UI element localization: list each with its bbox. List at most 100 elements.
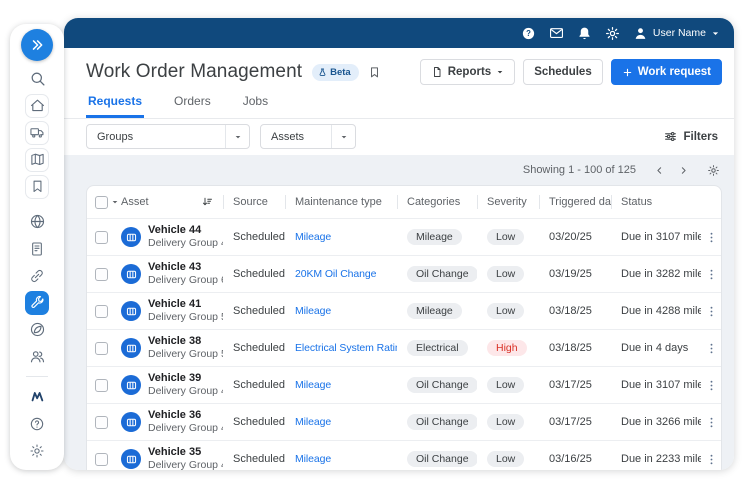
help-icon[interactable]: ?	[521, 26, 536, 41]
table-settings-icon[interactable]	[704, 161, 722, 179]
severity-badge: High	[487, 339, 527, 357]
caret-down-icon	[331, 125, 355, 148]
tab-jobs[interactable]: Jobs	[242, 94, 269, 108]
maintenance-type-cell: 20KM Oil Change	[285, 256, 397, 292]
status-cell: Due in 2233 miles	[611, 441, 701, 470]
fuel-icon[interactable]	[25, 318, 49, 342]
home-icon[interactable]	[25, 93, 49, 118]
integrations-icon[interactable]	[25, 264, 49, 288]
globe-icon[interactable]	[25, 210, 49, 234]
category-badge: Oil Change	[407, 450, 477, 468]
caret-down-icon	[497, 71, 503, 74]
table-row[interactable]: Vehicle 38 Delivery Group 5 Scheduled El…	[87, 329, 721, 366]
maintenance-type-link[interactable]: Electrical System Rating	[295, 342, 397, 354]
status-value: Due in 3107 miles	[621, 231, 701, 243]
row-checkbox[interactable]	[95, 230, 108, 244]
caret-down-icon[interactable]	[111, 198, 119, 206]
people-icon[interactable]	[25, 345, 49, 369]
reports-button[interactable]: Reports	[419, 59, 516, 85]
documents-icon[interactable]	[25, 237, 49, 261]
maintenance-icon[interactable]	[25, 290, 49, 315]
vehicles-icon[interactable]	[25, 120, 49, 145]
table-header: Asset Source Maintenance type Categories…	[87, 186, 721, 218]
row-actions-cell	[701, 367, 721, 403]
table-body: Vehicle 44 Delivery Group 4 Scheduled Mi…	[87, 218, 721, 470]
asset-group: Delivery Group 4	[148, 237, 223, 250]
triggered-date-cell: 03/19/25	[539, 256, 611, 292]
chevron-right-icon[interactable]	[674, 161, 692, 179]
triggered-date-value: 03/17/25	[549, 379, 592, 391]
search-icon[interactable]	[25, 67, 49, 91]
category-cell: Oil Change	[397, 404, 477, 440]
maintenance-type-link[interactable]: Mileage	[295, 453, 332, 465]
kebab-menu-icon[interactable]	[705, 342, 718, 355]
status-cell: Due in 3266 miles	[611, 404, 701, 440]
triggered-date-cell: 03/16/25	[539, 441, 611, 470]
column-label: Maintenance type	[295, 196, 382, 208]
sidebar-expand-button[interactable]	[21, 29, 53, 61]
row-checkbox[interactable]	[95, 267, 108, 281]
kebab-menu-icon[interactable]	[705, 231, 718, 244]
groups-dropdown[interactable]: Groups	[86, 124, 250, 149]
vehicle-icon	[121, 227, 141, 247]
row-checkbox[interactable]	[95, 415, 108, 429]
mail-icon[interactable]	[549, 26, 564, 41]
settings-icon[interactable]	[25, 439, 49, 463]
table-row[interactable]: Vehicle 41 Delivery Group 5 Scheduled Mi…	[87, 292, 721, 329]
table-row[interactable]: Vehicle 43 Delivery Group 6 Scheduled 20…	[87, 255, 721, 292]
row-checkbox[interactable]	[95, 304, 108, 318]
sort-icon[interactable]	[201, 196, 213, 208]
map-icon[interactable]	[25, 147, 49, 172]
bookmarks-icon[interactable]	[25, 174, 49, 199]
user-menu[interactable]: User Name	[633, 26, 720, 41]
asset-text: Vehicle 44 Delivery Group 4	[148, 224, 223, 251]
row-checkbox[interactable]	[95, 452, 108, 466]
row-checkbox[interactable]	[95, 341, 108, 355]
beta-badge: Beta	[312, 63, 359, 81]
source-cell: Scheduled	[223, 330, 285, 366]
page-header: Work Order Management Beta Reports Sched…	[64, 48, 734, 86]
triggered-date-cell: 03/18/25	[539, 293, 611, 329]
severity-cell: High	[477, 330, 539, 366]
status-cell: Due in 3282 miles	[611, 256, 701, 292]
table-row[interactable]: Vehicle 36 Delivery Group 4 Scheduled Mi…	[87, 403, 721, 440]
row-select-cell	[87, 256, 117, 292]
beta-label: Beta	[330, 66, 351, 78]
chevron-left-icon[interactable]	[650, 161, 668, 179]
kebab-menu-icon[interactable]	[705, 379, 718, 392]
table-row[interactable]: Vehicle 35 Delivery Group 4 Scheduled Mi…	[87, 440, 721, 470]
maintenance-type-link[interactable]: Mileage	[295, 379, 332, 391]
column-label: Asset	[121, 196, 149, 208]
work-request-button[interactable]: Work request	[610, 59, 722, 85]
status-value: Due in 2233 miles	[621, 453, 701, 465]
column-label: Triggered date	[549, 196, 611, 208]
table-row[interactable]: Vehicle 39 Delivery Group 4 Scheduled Mi…	[87, 366, 721, 403]
maintenance-type-link[interactable]: Mileage	[295, 231, 332, 243]
severity-badge: Low	[487, 450, 525, 468]
maintenance-type-link[interactable]: Mileage	[295, 416, 332, 428]
source-cell: Scheduled	[223, 219, 285, 255]
category-cell: Electrical	[397, 330, 477, 366]
tab-requests[interactable]: Requests	[86, 90, 145, 118]
settings-icon[interactable]	[605, 26, 620, 41]
table-row[interactable]: Vehicle 44 Delivery Group 4 Scheduled Mi…	[87, 218, 721, 255]
filters-button[interactable]: Filters	[664, 130, 722, 143]
schedules-button[interactable]: Schedules	[523, 59, 603, 85]
row-checkbox[interactable]	[95, 378, 108, 392]
notifications-icon[interactable]	[577, 26, 592, 41]
kebab-menu-icon[interactable]	[705, 268, 718, 281]
select-all-checkbox[interactable]	[95, 195, 108, 209]
source-value: Scheduled	[233, 231, 285, 243]
help-icon[interactable]	[25, 412, 49, 436]
maintenance-type-link[interactable]: 20KM Oil Change	[295, 268, 377, 280]
triggered-date-cell: 03/17/25	[539, 367, 611, 403]
assets-dropdown[interactable]: Assets	[260, 124, 356, 149]
bookmark-icon[interactable]	[368, 66, 381, 79]
tab-orders[interactable]: Orders	[174, 94, 211, 108]
kebab-menu-icon[interactable]	[705, 416, 718, 429]
maintenance-type-link[interactable]: Mileage	[295, 305, 332, 317]
row-select-cell	[87, 293, 117, 329]
kebab-menu-icon[interactable]	[705, 453, 718, 466]
status-value: Due in 3282 miles	[621, 268, 701, 280]
kebab-menu-icon[interactable]	[705, 305, 718, 318]
